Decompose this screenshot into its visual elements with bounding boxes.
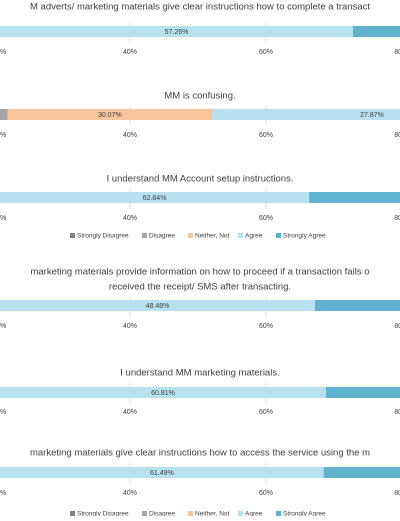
legend-swatch-disagree (142, 511, 147, 516)
chart-panel-1: M adverts/ marketing materials give clea… (0, 1, 400, 56)
tick-label: 80 (394, 215, 400, 222)
chart-panel-2: MM is confusing. 30.07% 27.87%% 40% 60% 80 (0, 90, 400, 139)
legend-swatch-agree (238, 511, 243, 516)
bar-segment-agree (212, 109, 400, 120)
tick-label: % (0, 490, 6, 497)
data-label: 27.87% (360, 112, 384, 119)
legend-swatch-disagree (142, 233, 147, 238)
legend-label: Neither, Not (195, 233, 230, 240)
bar-segment-strongly-agree (315, 300, 400, 311)
legend-label: Strongly Disagree (77, 233, 129, 240)
bar-segment-agree (0, 192, 310, 203)
chart-panel-4: marketing materials provide information … (0, 266, 400, 330)
legend-swatch-neither-not (188, 511, 193, 516)
tick-label: % (0, 49, 6, 56)
tick-label: 60% (259, 215, 273, 222)
tick-label: 40% (123, 49, 137, 56)
data-label: 48.48% (146, 303, 170, 310)
legend-label: Strongly Agree (283, 511, 326, 516)
tick-label: 60% (259, 490, 273, 497)
tick-label: 60% (259, 132, 273, 139)
data-label: 62.84% (143, 195, 167, 202)
legend-label: Agree (245, 233, 263, 240)
chart-title: I understand MM marketing materials. (120, 367, 279, 378)
tick-label: 60% (259, 409, 273, 416)
data-label: 60.81% (151, 390, 175, 397)
bar-segment-strongly-agree (325, 387, 400, 398)
chart-title: marketing materials provide information … (30, 266, 369, 277)
bar-segment-agree (0, 300, 316, 311)
tick-label: 80 (394, 49, 400, 56)
bar-segment-agree (0, 467, 324, 478)
chart-panel-5: I understand MM marketing materials.20%6… (0, 367, 400, 416)
tick-label: 60% (259, 323, 273, 330)
chart-title: M adverts/ marketing materials give clea… (30, 1, 370, 12)
tick-label: % (0, 132, 6, 139)
legend-swatch-neither-not (188, 233, 193, 238)
bar-segment-neither-not (7, 109, 213, 120)
tick-label: % (0, 215, 6, 222)
chart-title: I understand MM Account setup instructio… (107, 173, 294, 184)
legend-swatch-strongly-agree (276, 511, 281, 516)
tick-label: 60% (259, 49, 273, 56)
bar-segment-strongly-agree (353, 26, 400, 37)
bar-segment-strongly-agree (323, 467, 400, 478)
tick-label: 40% (123, 490, 137, 497)
data-label: 57.26% (165, 29, 189, 36)
legend: Strongly Disagree Disagree Neither, Not Agr… (70, 511, 326, 518)
data-label: 30.07% (98, 112, 122, 119)
bar-segment-agree (0, 26, 354, 37)
legend-swatch-strongly-disagree (70, 233, 75, 238)
legend-swatch-agree (238, 233, 243, 238)
legend-swatch-strongly-agree (276, 233, 281, 238)
bar-segment-disagree (0, 109, 8, 120)
bar-segment-strongly-agree (309, 192, 400, 203)
bar-segment-agree (0, 387, 326, 398)
legend-label: Disagree (149, 233, 175, 240)
chart-title-line2: received the receipt/ SMS after transact… (109, 281, 291, 292)
legend-label: Strongly Disagree (77, 511, 129, 516)
legend-label: Neither, Not (195, 511, 230, 516)
tick-label: 40% (123, 409, 137, 416)
legend-label: Disagree (149, 511, 175, 516)
tick-label: % (0, 409, 6, 416)
tick-label: 80 (394, 409, 400, 416)
chart-panel-3: I understand MM Account setup instructio… (0, 173, 400, 240)
legend-label: Agree (245, 511, 263, 516)
legend: Strongly Disagree Disagree Neither, Not Agr… (70, 233, 326, 240)
tick-label: 40% (123, 215, 137, 222)
tick-label: % (0, 323, 6, 330)
tick-label: 80 (394, 490, 400, 497)
tick-label: 40% (123, 132, 137, 139)
data-label: 61.49% (150, 470, 174, 477)
chart-title: MM is confusing. (164, 90, 235, 101)
tick-label: 80 (394, 323, 400, 330)
tick-label: 80 (394, 132, 400, 139)
chart-panel-6: marketing materials give clear instructi… (0, 447, 400, 518)
legend-swatch-strongly-disagree (70, 511, 75, 516)
legend-label: Strongly Agree (283, 233, 326, 240)
tick-label: 40% (123, 323, 137, 330)
chart-title: marketing materials give clear instructi… (30, 447, 370, 458)
